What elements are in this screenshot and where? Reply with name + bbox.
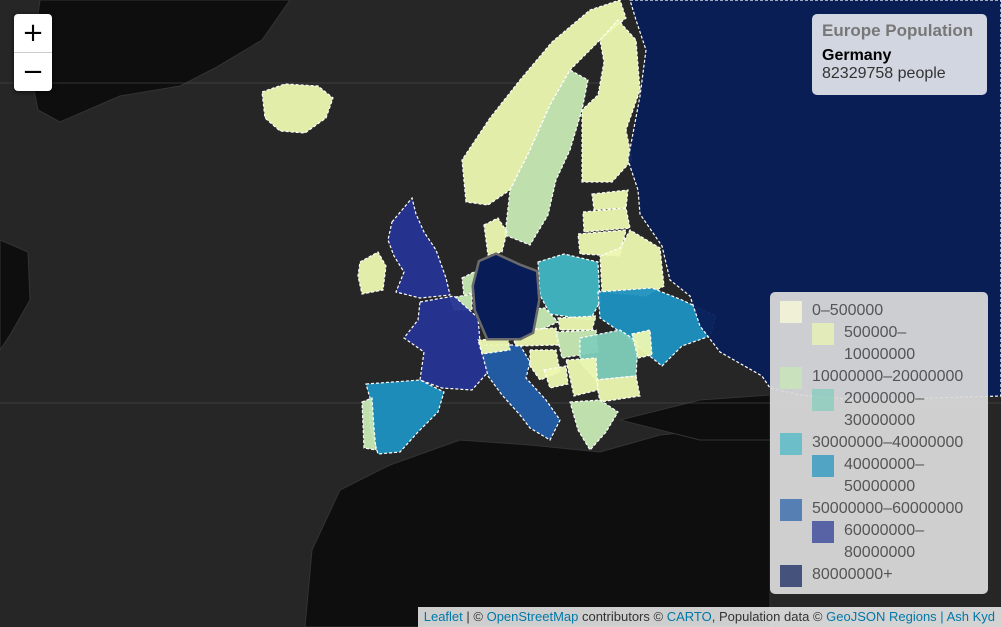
legend-swatch: [812, 323, 834, 345]
legend-swatch: [780, 433, 802, 455]
country-uk[interactable]: [387, 196, 451, 299]
greenland-land: [29, 0, 291, 123]
legend-label: 80000000+: [812, 566, 893, 583]
country-spain[interactable]: [365, 379, 445, 455]
legend-swatch: [812, 521, 834, 543]
country-bosnia[interactable]: [543, 365, 569, 389]
attrib-sep: | ©: [462, 609, 487, 624]
carto-link[interactable]: CARTO: [666, 609, 712, 624]
legend-item: 500000–10000000: [780, 322, 978, 366]
legend-item: 50000000–60000000: [780, 498, 978, 521]
zoom-control: + −: [14, 14, 52, 91]
country-iceland[interactable]: [261, 83, 334, 134]
africa-land: [304, 427, 771, 627]
legend-label: 50000000–60000000: [812, 500, 964, 517]
country-lithuania[interactable]: [577, 229, 627, 257]
leaflet-link[interactable]: Leaflet: [423, 609, 463, 624]
canada-land: [0, 239, 31, 351]
legend-item: 80000000+: [780, 564, 978, 587]
zoom-in-button[interactable]: +: [22, 18, 44, 48]
zoom-out-button[interactable]: −: [14, 52, 52, 91]
legend-label: 20000000–30000000: [844, 390, 925, 429]
info-unit: people: [897, 65, 946, 82]
legend-label: 500000–10000000: [844, 324, 916, 363]
country-estonia[interactable]: [591, 189, 629, 211]
country-italy[interactable]: [479, 344, 561, 441]
country-slovakia[interactable]: [557, 315, 597, 331]
legend-label: 10000000–20000000: [812, 368, 964, 385]
legend-swatch: [780, 499, 802, 521]
country-greece[interactable]: [569, 399, 619, 452]
attrib-sep: |: [936, 609, 947, 624]
legend: 0–500000 500000–10000000 10000000–20000000…: [770, 292, 988, 594]
legend-item: 40000000–50000000: [780, 454, 978, 498]
country-ukraine[interactable]: [597, 287, 717, 367]
info-panel: Europe Population Germany 82329758 peopl…: [812, 14, 987, 95]
country-ireland[interactable]: [357, 251, 387, 295]
attrib-text: contributors ©: [578, 609, 667, 624]
country-poland[interactable]: [537, 253, 601, 321]
legend-item: 0–500000: [780, 300, 978, 323]
legend-label: 40000000–50000000: [844, 456, 925, 495]
middle-east-land: [619, 394, 771, 441]
author-link[interactable]: Ash Kyd: [946, 609, 995, 624]
legend-swatch: [780, 301, 802, 323]
legend-swatch: [812, 389, 834, 411]
legend-item: 20000000–30000000: [780, 388, 978, 432]
info-title: Europe Population: [822, 21, 974, 40]
info-population: 82329758: [822, 65, 894, 82]
country-bulgaria[interactable]: [595, 375, 641, 403]
country-germany[interactable]: [474, 255, 538, 338]
legend-item: 10000000–20000000: [780, 366, 978, 389]
info-body: Germany 82329758 people: [822, 47, 977, 83]
basemap: [0, 0, 771, 627]
legend-item: 60000000–80000000: [780, 520, 978, 564]
attribution: Leaflet | © OpenStreetMap contributors ©…: [417, 607, 1001, 627]
legend-label: 30000000–40000000: [812, 434, 964, 451]
geojson-link[interactable]: GeoJSON Regions: [826, 609, 937, 624]
legend-swatch: [812, 455, 834, 477]
legend-swatch: [780, 367, 802, 389]
legend-swatch: [780, 565, 802, 587]
country-denmark[interactable]: [483, 217, 508, 256]
info-country: Germany: [822, 47, 892, 64]
country-moldova[interactable]: [631, 329, 653, 359]
osm-link[interactable]: OpenStreetMap: [486, 609, 579, 624]
country-france[interactable]: [403, 295, 489, 391]
country-serbia[interactable]: [565, 357, 599, 397]
country-sweden[interactable]: [504, 69, 589, 246]
country-portugal[interactable]: [361, 397, 377, 451]
legend-item: 30000000–40000000: [780, 432, 978, 455]
legend-label: 60000000–80000000: [844, 522, 925, 561]
attrib-text: , Population data ©: [711, 609, 827, 624]
country-latvia[interactable]: [582, 207, 631, 233]
legend-label: 0–500000: [812, 302, 884, 319]
